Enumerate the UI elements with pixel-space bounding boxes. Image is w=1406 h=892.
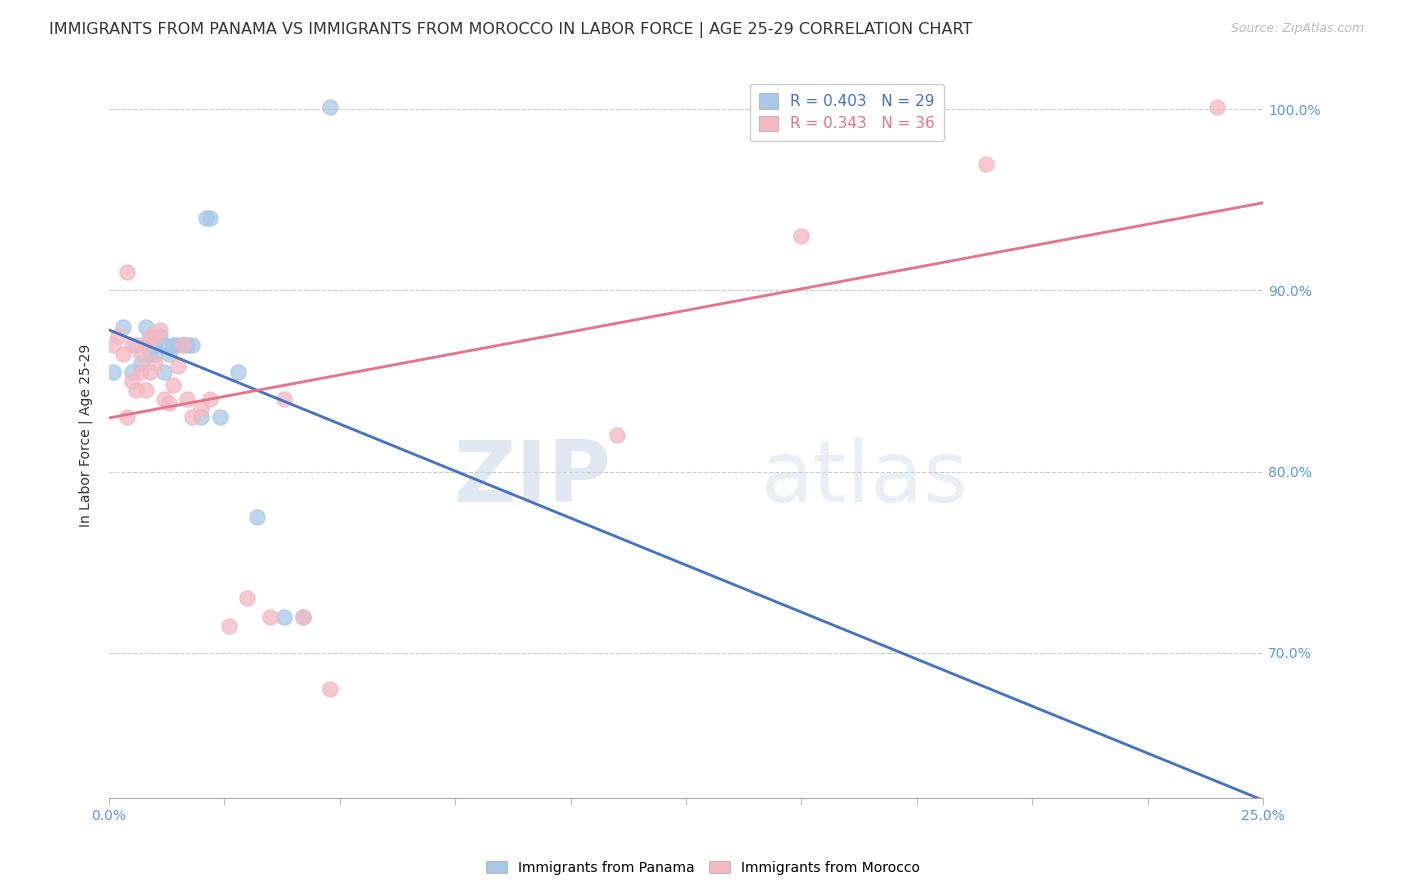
Point — [218, 618, 240, 632]
Point — [121, 374, 143, 388]
Point — [143, 347, 166, 361]
Point — [129, 356, 152, 370]
Text: Source: ZipAtlas.com: Source: ZipAtlas.com — [1230, 22, 1364, 36]
Point — [208, 410, 231, 425]
Point — [291, 609, 314, 624]
Text: IMMIGRANTS FROM PANAMA VS IMMIGRANTS FROM MOROCCO IN LABOR FORCE | AGE 25-29 COR: IMMIGRANTS FROM PANAMA VS IMMIGRANTS FRO… — [49, 22, 973, 38]
Point — [139, 328, 162, 343]
Point — [157, 395, 180, 409]
Point — [139, 347, 162, 361]
Point — [139, 328, 162, 343]
Point — [143, 328, 166, 343]
Point — [176, 392, 198, 406]
Point — [790, 229, 813, 244]
Point — [143, 337, 166, 351]
Point — [107, 328, 129, 343]
Point — [162, 377, 184, 392]
Point — [135, 319, 157, 334]
Point — [259, 609, 281, 624]
Point — [103, 365, 125, 379]
Point — [167, 359, 190, 374]
Point — [974, 156, 997, 170]
Point — [200, 392, 222, 406]
Text: atlas: atlas — [761, 437, 969, 520]
Point — [121, 365, 143, 379]
Point — [176, 337, 198, 351]
Text: ZIP: ZIP — [453, 437, 612, 520]
Point — [148, 328, 170, 343]
Point — [121, 337, 143, 351]
Point — [172, 337, 194, 351]
Point — [115, 265, 138, 279]
Point — [190, 410, 212, 425]
Point — [135, 337, 157, 351]
Point — [200, 211, 222, 225]
Legend: Immigrants from Panama, Immigrants from Morocco: Immigrants from Panama, Immigrants from … — [481, 855, 925, 880]
Point — [226, 365, 249, 379]
Point — [167, 337, 190, 351]
Point — [319, 681, 342, 696]
Point — [273, 609, 295, 624]
Point — [236, 591, 259, 606]
Point — [1206, 100, 1229, 114]
Point — [180, 410, 202, 425]
Point — [153, 365, 176, 379]
Point — [157, 347, 180, 361]
Point — [172, 337, 194, 351]
Point — [135, 383, 157, 397]
Point — [190, 401, 212, 416]
Point — [180, 337, 202, 351]
Point — [291, 609, 314, 624]
Point — [143, 356, 166, 370]
Point — [125, 383, 148, 397]
Point — [129, 365, 152, 379]
Point — [162, 337, 184, 351]
Point — [129, 347, 152, 361]
Legend: R = 0.403   N = 29, R = 0.343   N = 36: R = 0.403 N = 29, R = 0.343 N = 36 — [751, 84, 943, 141]
Point — [273, 392, 295, 406]
Point — [245, 509, 267, 524]
Point — [103, 337, 125, 351]
Point — [115, 410, 138, 425]
Point — [125, 337, 148, 351]
Point — [153, 337, 176, 351]
Point — [111, 319, 134, 334]
Y-axis label: In Labor Force | Age 25-29: In Labor Force | Age 25-29 — [79, 343, 93, 527]
Point — [194, 211, 217, 225]
Point — [139, 365, 162, 379]
Point — [606, 428, 628, 442]
Point — [111, 347, 134, 361]
Point — [148, 323, 170, 337]
Point — [135, 337, 157, 351]
Point — [319, 100, 342, 114]
Point — [153, 392, 176, 406]
